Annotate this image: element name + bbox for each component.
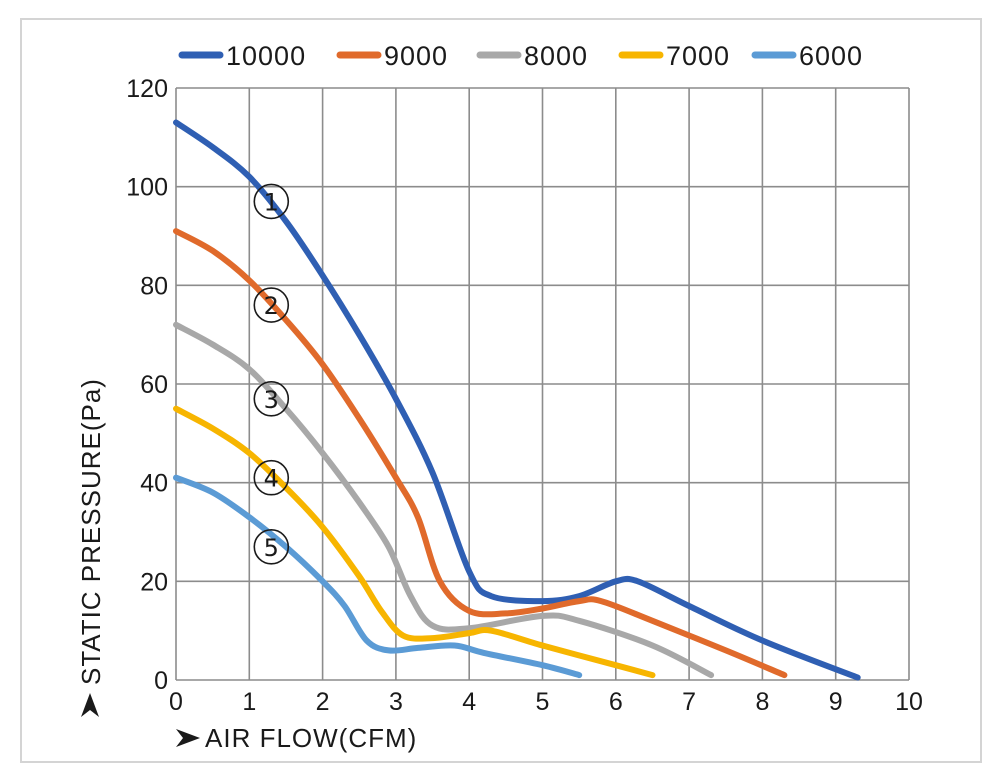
y-tick-label: 0: [154, 667, 168, 695]
curve-marker-label: 2: [264, 292, 279, 320]
curve-marker-8000: 3: [253, 380, 290, 417]
x-tick-label: 5: [536, 688, 550, 716]
curve-marker-circle: [253, 380, 290, 417]
curve-marker-label: 3: [264, 386, 279, 414]
x-tick-label: 0: [169, 688, 183, 716]
y-axis-title: STATIC PRESSURE(Pa): [76, 378, 106, 685]
series-line-8000: [173, 321, 715, 679]
x-tick-label: 7: [682, 688, 696, 716]
y-tick-label: 120: [126, 75, 168, 103]
x-axis-title-group: AIR FLOW(CFM): [176, 723, 417, 753]
curve-marker-circle: [253, 528, 290, 565]
x-tick-label: 4: [462, 688, 476, 716]
y-tick-label: 80: [140, 272, 168, 300]
curve-marker-7000: 4: [253, 459, 290, 496]
curve-marker-label: 1: [264, 188, 279, 216]
y-axis-arrow-icon: [81, 693, 99, 717]
curve-marker-10000: 1: [253, 183, 290, 220]
y-tick-label: 40: [140, 470, 168, 498]
legend-label: 8000: [524, 41, 588, 71]
x-tick-label: 6: [609, 688, 623, 716]
x-axis-title: AIR FLOW(CFM): [205, 723, 417, 753]
x-tick-label: 10: [895, 688, 923, 716]
chart-frame: [20, 18, 982, 763]
x-tick-label: 8: [755, 688, 769, 716]
y-axis-title-group: STATIC PRESSURE(Pa): [76, 378, 106, 717]
y-tick-label: 100: [126, 174, 168, 202]
curve-marker-label: 4: [264, 465, 279, 493]
legend-item-7000: 7000: [618, 41, 730, 71]
x-tick-label: 1: [242, 688, 256, 716]
curve-marker-circle: [253, 183, 290, 220]
curve-markers: 1 2 3 4 5: [253, 183, 290, 565]
x-tick-label: 2: [316, 688, 330, 716]
legend-label: 7000: [666, 41, 730, 71]
series-lines: [173, 119, 861, 681]
grid-lines: [175, 87, 910, 681]
x-tick-label: 3: [389, 688, 403, 716]
curve-marker-9000: 2: [253, 287, 290, 323]
x-axis-arrow-icon: [176, 729, 200, 747]
legend-label: 10000: [226, 41, 306, 71]
curve-marker-circle: [253, 287, 290, 323]
legend-item-10000: 10000: [178, 41, 306, 71]
curve-marker-6000: 5: [253, 528, 290, 565]
y-axis-ticks: 0 20 40 60 80 100 120: [126, 75, 168, 695]
series-line-9000: [173, 228, 788, 679]
series-line-7000: [173, 405, 656, 679]
legend-item-9000: 9000: [336, 41, 448, 71]
y-tick-label: 60: [140, 371, 168, 399]
series-line-10000: [173, 119, 861, 681]
legend-label: 9000: [384, 41, 448, 71]
x-axis-ticks: 0 1 2 3 4 5 6 7 8 9 10: [169, 688, 923, 716]
series-line-6000: [173, 474, 583, 679]
curve-marker-circle: [253, 459, 290, 496]
y-tick-label: 20: [140, 568, 168, 596]
legend-item-8000: 8000: [476, 41, 588, 71]
legend-label: 6000: [799, 41, 863, 71]
curve-marker-label: 5: [264, 534, 279, 562]
x-tick-label: 9: [829, 688, 843, 716]
legend-item-6000: 6000: [751, 41, 863, 71]
legend: 10000 9000 8000 7000 6000: [178, 41, 863, 71]
